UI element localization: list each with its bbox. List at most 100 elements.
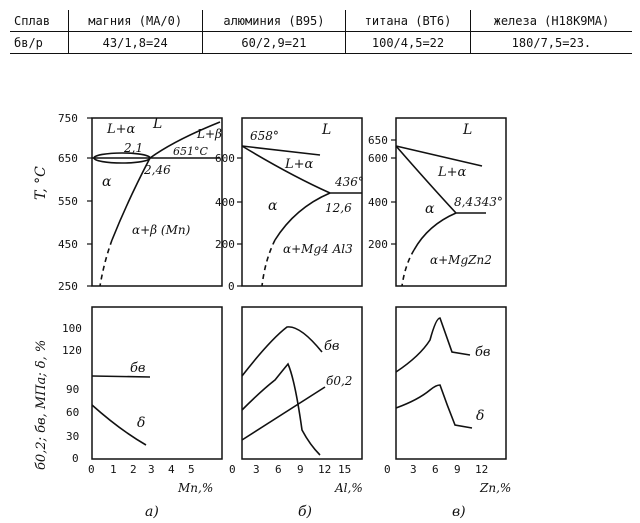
solvus-dashed: [99, 239, 113, 287]
ytick-label: 400: [215, 196, 235, 209]
xtick-label: 0: [229, 463, 236, 476]
xtick-label: 15: [338, 463, 351, 476]
table-cell: 100/4,5=22: [345, 31, 471, 54]
ytick-label: 0: [228, 280, 235, 293]
ytick-label: 0: [72, 452, 79, 465]
xtick-label: 3: [253, 463, 260, 476]
label-sigma-b: бв: [324, 339, 340, 354]
panel-c-bottom: бв δ 0 3 6 9 12 Zn,% в): [384, 306, 511, 520]
panel-frame: [395, 306, 507, 460]
label-L: L: [462, 122, 472, 138]
ytick-label: 600: [215, 152, 235, 165]
ytick-label: 650: [58, 152, 78, 165]
panel-c-top: 650 600 400 200 L L+α 8,4 343° α α+MgZn2: [368, 117, 507, 287]
xtick-label: 9: [297, 463, 304, 476]
top-ylabel: T, °C: [33, 166, 49, 200]
delta-curve: [241, 362, 321, 456]
panel-caption: в): [452, 504, 466, 520]
delta-curve: [91, 404, 147, 446]
label-temperature: 658°: [250, 129, 279, 143]
table-cell: бв/р: [10, 31, 69, 54]
panel-frame: [91, 306, 223, 460]
label-L-beta: L+β: [196, 127, 222, 141]
label-composition: 8,4: [454, 195, 473, 209]
label-delta: δ: [476, 408, 484, 424]
ytick-label: 250: [58, 280, 78, 293]
label-composition: 2,1: [123, 141, 143, 155]
ytick-label: 90: [66, 383, 79, 396]
label-sigma-b: бв: [475, 345, 491, 360]
xtick-label: 12: [475, 463, 488, 476]
label-L-alpha: L+α: [284, 157, 314, 172]
ytick-label: 600: [368, 152, 388, 165]
table-cell: 180/7,5=23.: [469, 31, 632, 54]
ytick-label: 200: [215, 238, 235, 251]
solidus-line: [241, 145, 321, 156]
sigma-b-curve: [395, 317, 471, 373]
label-phase: α+Mg4 Al3: [283, 242, 353, 256]
xlabel: Mn,%: [177, 481, 213, 495]
ytick-label: 200: [368, 238, 388, 251]
sigma-b-curve: [241, 326, 323, 377]
liquidus-line: [395, 145, 483, 167]
alloy-table-container: Сплав магния (МА/0) алюминия (В95) титан…: [10, 10, 632, 54]
ytick-label: 750: [58, 112, 78, 125]
panel-b-bottom: бв б0,2 0 3 6 9 12 15 Al,% б): [229, 306, 363, 520]
label-L: L: [321, 122, 331, 138]
table-header-cell: Сплав: [10, 10, 69, 32]
solvus-curve: [274, 192, 331, 241]
solvus-dashed: [261, 239, 276, 287]
label-alpha: α: [102, 174, 112, 190]
table-cell: 60/2,9=21: [201, 31, 346, 54]
label-L-alpha: L+α: [106, 122, 136, 137]
bottom-yticks: 100 120 90 60 30 0: [62, 322, 82, 465]
ytick-label: 550: [58, 195, 78, 208]
label-temperature: 343°: [474, 195, 503, 209]
xtick-label: 3: [410, 463, 417, 476]
xtick-label: 5: [188, 463, 195, 476]
panel-caption: а): [145, 504, 159, 520]
ytick-label: 650: [368, 134, 388, 147]
label-delta: δ: [137, 415, 145, 431]
label-L-alpha: L+α: [437, 165, 467, 180]
solvus-curve: [413, 212, 457, 251]
xlabel: Al,%: [334, 481, 363, 495]
bottom-ylabel: б0,2; бв, МПа; δ, %: [34, 340, 49, 470]
liquidus-curve: [149, 121, 221, 159]
specific-strength-table: Сплав магния (МА/0) алюминия (В95) титан…: [10, 10, 632, 54]
xtick-label: 0: [384, 463, 391, 476]
xtick-label: 1: [110, 463, 117, 476]
label-L: L: [152, 116, 162, 132]
label-alpha: α: [268, 198, 278, 214]
ytick-label: 450: [58, 238, 78, 251]
solvus-dashed: [401, 249, 415, 287]
xtick-label: 12: [318, 463, 331, 476]
xtick-label: 4: [168, 463, 175, 476]
panel-a-bottom: бв δ 0 1 2 3 4 5 Mn,% а): [88, 306, 223, 520]
xtick-label: 2: [130, 463, 137, 476]
label-temperature: 436°: [334, 175, 364, 189]
ytick-label: 30: [66, 430, 79, 443]
label-sigma-02: б0,2: [326, 374, 352, 388]
xtick-label: 3: [148, 463, 155, 476]
xlabel: Zn,%: [479, 481, 511, 495]
sigma-02-curve: [241, 386, 326, 441]
label-alpha: α: [425, 201, 435, 217]
xtick-label: 0: [88, 463, 95, 476]
table-header-cell: титана (ВТ6): [345, 10, 471, 32]
xtick-label: 6: [275, 463, 282, 476]
table-row: бв/р 43/1,8=24 60/2,9=21 100/4,5=22 180/…: [10, 31, 632, 54]
label-phase: α+MgZn2: [430, 253, 492, 267]
panel-a-top: 750 650 550 450 250 L+α L L+β 651°C 2,1 …: [58, 112, 223, 293]
label-composition: 2,46: [143, 163, 171, 177]
label-temperature: 651°C: [173, 145, 208, 158]
table-cell: 43/1,8=24: [67, 31, 203, 54]
solidus-curve: [395, 145, 486, 214]
ytick-label: 400: [368, 196, 388, 209]
ytick-label: 100: [62, 322, 82, 335]
ytick-label: 60: [66, 406, 79, 419]
panel-frame: [91, 117, 223, 287]
panel-b-top: 600 400 200 0 658° L L+α 436° 12,6 α α+M…: [215, 117, 364, 293]
liquidus-curve: [241, 145, 362, 194]
